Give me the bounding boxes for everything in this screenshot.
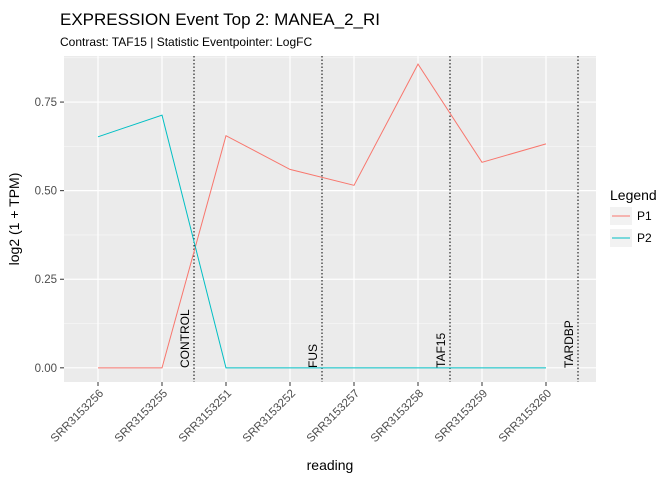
x-tick-label: SRR3153251	[177, 388, 234, 445]
separator-label: CONTROL	[178, 309, 192, 368]
y-tick-label: 0.25	[35, 274, 57, 286]
y-tick-label: 0.50	[35, 186, 57, 198]
x-axis-title: reading	[307, 457, 354, 473]
chart-title: EXPRESSION Event Top 2: MANEA_2_RI	[60, 10, 380, 29]
legend: Legend P1 P2	[610, 187, 657, 247]
x-tick-label: SRR3153252	[241, 388, 298, 445]
chart-subtitle: Contrast: TAF15 | Statistic Eventpointer…	[60, 35, 312, 49]
separator-label: FUS	[306, 344, 320, 368]
minor-gridlines	[64, 57, 596, 324]
x-tick-label: SRR3153260	[497, 388, 554, 445]
series-line-p2	[97, 114, 546, 369]
x-tick-label: SRR3153258	[369, 388, 426, 445]
y-tick-label: 0.75	[35, 97, 57, 109]
plot-panel	[64, 56, 596, 382]
x-axis-ticks: SRR3153256 SRR3153255 SRR3153251 SRR3153252…	[49, 382, 554, 445]
x-tick-label: SRR3153256	[49, 388, 106, 445]
legend-label: P2	[637, 231, 652, 245]
y-axis-ticks: 0.00 0.25 0.50 0.75	[35, 97, 64, 375]
y-axis-title: log2 (1 + TPM)	[6, 173, 22, 266]
legend-label: P1	[637, 209, 652, 223]
y-tick-label: 0.00	[35, 363, 57, 375]
group-separators: CONTROL FUS TAF15 TARDBP	[178, 56, 579, 382]
legend-title: Legend	[610, 187, 657, 203]
separator-label: TAF15	[434, 333, 448, 368]
separator-label: TARDBP	[562, 320, 576, 368]
series-line-p1	[98, 63, 547, 369]
x-tick-label: SRR3153255	[113, 388, 170, 445]
series-lines	[97, 63, 547, 369]
x-tick-label: SRR3153259	[433, 388, 490, 445]
x-tick-label: SRR3153257	[305, 388, 362, 445]
